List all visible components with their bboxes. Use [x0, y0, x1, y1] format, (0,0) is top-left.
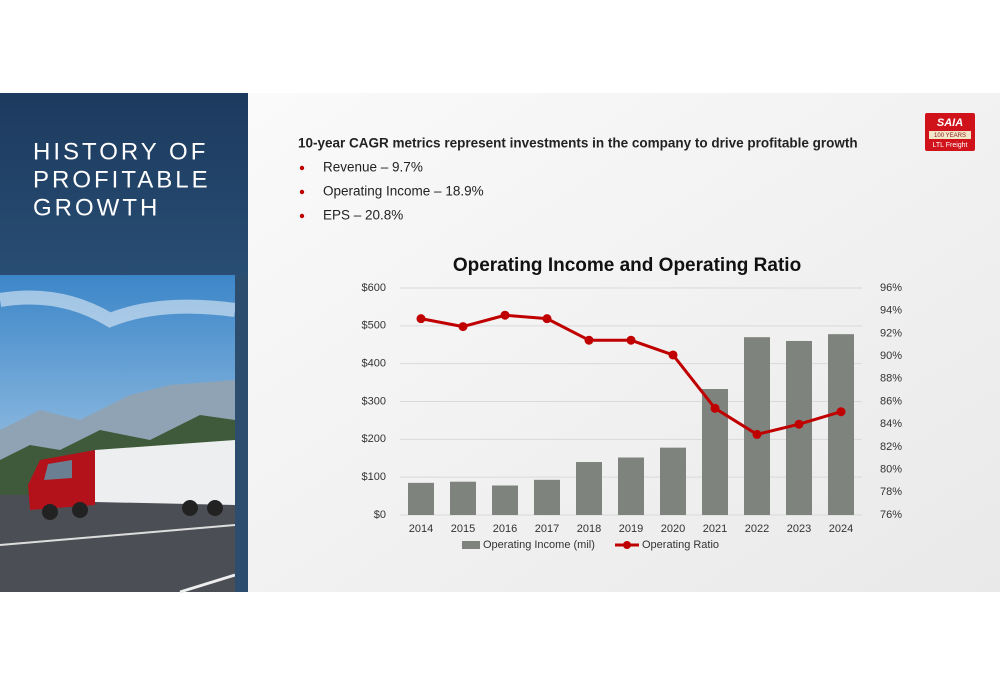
line-marker — [416, 314, 426, 324]
x-tick-label: 2024 — [829, 523, 853, 535]
y-tick-label: $200 — [362, 433, 386, 445]
bar — [408, 482, 434, 515]
x-tick-label: 2015 — [451, 523, 475, 535]
y2-tick-label: 80% — [880, 464, 902, 476]
slide-title: HISTORY OF PROFITABLE GROWTH — [33, 138, 211, 221]
x-tick-label: 2022 — [745, 523, 769, 535]
bullet: EPS – 20.8% — [323, 208, 403, 223]
bar — [660, 447, 686, 515]
x-tick-label: 2019 — [619, 523, 643, 535]
bar — [534, 479, 560, 515]
y2-tick-label: 94% — [880, 305, 902, 317]
y2-tick-label: 88% — [880, 373, 902, 385]
x-tick-label: 2017 — [535, 523, 559, 535]
legend-label: Operating Ratio — [642, 539, 719, 551]
logo-years: 100 YEARS — [934, 133, 966, 139]
line-marker — [584, 335, 594, 345]
x-tick-label: 2018 — [577, 523, 601, 535]
line-marker — [710, 403, 720, 413]
x-tick-label: 2023 — [787, 523, 811, 535]
x-tick-label: 2016 — [493, 523, 517, 535]
y-tick-label: $400 — [362, 358, 386, 370]
y-tick-label: $600 — [362, 282, 386, 294]
bullet: Revenue – 9.7% — [323, 160, 423, 175]
line-marker — [542, 314, 552, 324]
x-tick-label: 2020 — [661, 523, 685, 535]
bullet: Operating Income – 18.9% — [323, 184, 484, 199]
y2-tick-label: 82% — [880, 441, 902, 453]
x-tick-label: 2014 — [409, 523, 433, 535]
bullets: Revenue – 9.7% Operating Income – 18.9% … — [299, 160, 484, 223]
y-tick-label: $300 — [362, 395, 386, 407]
bar — [828, 334, 854, 515]
logo-brand: SAIA — [937, 117, 963, 129]
legend-label: Operating Income (mil) — [483, 539, 595, 551]
heading: 10-year CAGR metrics represent investmen… — [298, 136, 858, 151]
line-marker — [458, 322, 468, 332]
line-marker — [668, 350, 678, 360]
line-marker — [752, 429, 762, 439]
bar — [492, 485, 518, 515]
title-line: HISTORY OF — [33, 138, 208, 165]
line-marker — [794, 419, 804, 429]
logo: SAIA 100 YEARS LTL Freight — [925, 113, 975, 151]
title-line: GROWTH — [33, 194, 160, 221]
truck-photo — [0, 275, 248, 594]
chart-title: Operating Income and Operating Ratio — [453, 255, 801, 276]
y2-tick-label: 92% — [880, 327, 902, 339]
bar — [450, 481, 476, 515]
y-tick-label: $0 — [374, 509, 386, 521]
legend-swatch — [462, 541, 480, 549]
y2-tick-label: 76% — [880, 509, 902, 521]
y2-tick-label: 96% — [880, 282, 902, 294]
bar — [744, 337, 770, 515]
y2-tick-label: 90% — [880, 350, 902, 362]
logo-tagline: LTL Freight — [932, 142, 967, 149]
x-tick-label: 2021 — [703, 523, 727, 535]
bar — [618, 457, 644, 515]
y2-tick-label: 78% — [880, 486, 902, 498]
line-marker — [626, 335, 636, 345]
bar — [576, 462, 602, 515]
chart: $0 $100 $200 $300 $400 $500 $600 76% 78% 80% 82% 84… — [362, 282, 903, 551]
y-tick-label: $100 — [362, 471, 386, 483]
y2-tick-label: 84% — [880, 418, 902, 430]
y2-tick-label: 86% — [880, 395, 902, 407]
y-tick-label: $500 — [362, 320, 386, 332]
line-marker — [836, 407, 846, 417]
legend-swatch — [623, 541, 631, 549]
title-line: PROFITABLE — [33, 166, 211, 193]
line-marker — [500, 310, 510, 320]
